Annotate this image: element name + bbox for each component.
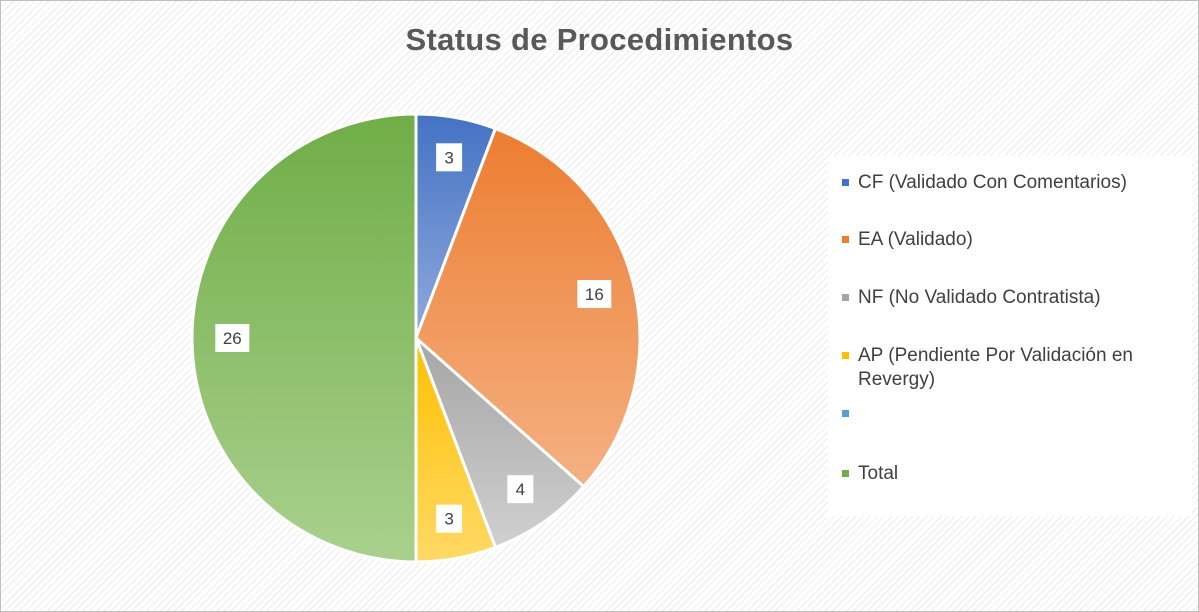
- data-label-text: 3: [444, 148, 453, 167]
- data-label-box: [436, 143, 463, 172]
- pie-slice: [414, 127, 642, 489]
- legend-item: EA (Validado): [842, 228, 1188, 252]
- pie-slice: [190, 112, 418, 564]
- legend-label: EA (Validado): [858, 229, 973, 250]
- data-label-box: [436, 504, 463, 533]
- data-label-text: 4: [516, 480, 525, 499]
- legend-swatch: [842, 236, 849, 243]
- legend-label: NF (No Validado Contratista): [858, 287, 1101, 308]
- data-label-text: 3: [444, 510, 453, 529]
- legend-label: CF (Validado Con Comentarios): [858, 172, 1127, 193]
- legend-item: CF (Validado Con Comentarios): [842, 171, 1188, 195]
- legend-swatch: [842, 294, 849, 301]
- data-label-text: 16: [585, 285, 604, 304]
- legend-label: AP (Pendiente Por Validación en Revergy): [858, 345, 1133, 390]
- legend-swatch: [842, 352, 849, 359]
- data-label: 16: [577, 280, 612, 309]
- legend-item: Total: [842, 462, 1188, 486]
- data-label-text: 26: [223, 329, 242, 348]
- legend-swatch: [842, 410, 849, 417]
- data-label-box: [577, 280, 612, 309]
- chart-title: Status de Procedimientos: [405, 22, 794, 57]
- legend-swatch: [842, 470, 849, 477]
- legend-label: Total: [858, 463, 899, 484]
- legend-item: AP (Pendiente Por Validación en Revergy): [842, 344, 1188, 392]
- pie-slice: [414, 336, 586, 549]
- legend-swatch: [842, 179, 849, 186]
- data-label-box: [215, 324, 250, 352]
- data-label: 3: [436, 504, 463, 533]
- data-label: 26: [215, 324, 250, 352]
- legend-item: NF (No Validado Contratista): [842, 286, 1188, 310]
- data-label: 3: [436, 143, 463, 172]
- legend: CF (Validado Con Comentarios) EA (Validad…: [828, 156, 1192, 516]
- data-label-box: [507, 475, 534, 504]
- data-label: 4: [507, 475, 534, 504]
